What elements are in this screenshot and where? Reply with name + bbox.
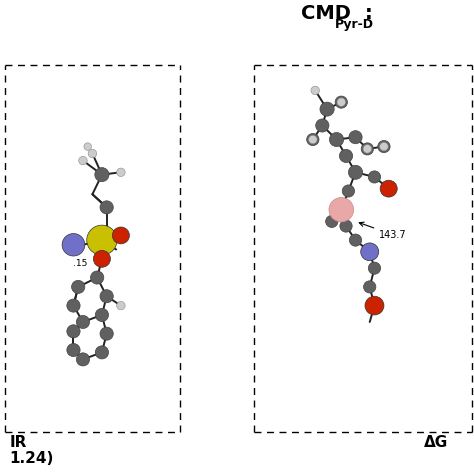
Circle shape bbox=[380, 180, 397, 197]
Text: IR: IR bbox=[9, 435, 27, 450]
Circle shape bbox=[95, 309, 109, 321]
Circle shape bbox=[340, 220, 352, 232]
Text: ΔG: ΔG bbox=[424, 435, 448, 450]
Text: Pyr-D: Pyr-D bbox=[335, 18, 374, 31]
Circle shape bbox=[95, 168, 109, 182]
Text: 143.7: 143.7 bbox=[359, 222, 407, 240]
Circle shape bbox=[93, 250, 110, 267]
Circle shape bbox=[76, 353, 90, 366]
Circle shape bbox=[87, 225, 117, 255]
Circle shape bbox=[117, 301, 125, 310]
Circle shape bbox=[335, 96, 347, 108]
Circle shape bbox=[100, 290, 113, 303]
Circle shape bbox=[342, 185, 355, 197]
Circle shape bbox=[320, 102, 334, 116]
Circle shape bbox=[349, 234, 362, 246]
Circle shape bbox=[84, 143, 91, 150]
Circle shape bbox=[88, 149, 97, 158]
Circle shape bbox=[368, 262, 381, 274]
Circle shape bbox=[117, 168, 125, 176]
Circle shape bbox=[361, 143, 374, 155]
Circle shape bbox=[364, 281, 376, 293]
Circle shape bbox=[307, 134, 319, 146]
Circle shape bbox=[368, 171, 381, 183]
Circle shape bbox=[67, 344, 80, 356]
Circle shape bbox=[112, 227, 129, 244]
Circle shape bbox=[79, 156, 87, 165]
Circle shape bbox=[348, 165, 363, 179]
Circle shape bbox=[311, 86, 319, 95]
Circle shape bbox=[326, 215, 338, 228]
Circle shape bbox=[309, 136, 317, 144]
Circle shape bbox=[329, 198, 354, 222]
Circle shape bbox=[380, 142, 388, 151]
Circle shape bbox=[316, 119, 329, 132]
Circle shape bbox=[67, 325, 80, 338]
Circle shape bbox=[76, 315, 90, 328]
Circle shape bbox=[329, 133, 344, 146]
Circle shape bbox=[337, 98, 346, 106]
Circle shape bbox=[100, 327, 113, 340]
Circle shape bbox=[72, 280, 85, 293]
Circle shape bbox=[365, 296, 384, 315]
Circle shape bbox=[378, 140, 390, 153]
Circle shape bbox=[361, 243, 379, 261]
Circle shape bbox=[100, 201, 113, 214]
Circle shape bbox=[62, 234, 85, 256]
Text: 1.24): 1.24) bbox=[9, 451, 54, 465]
Text: :: : bbox=[365, 4, 373, 23]
Circle shape bbox=[339, 149, 353, 163]
Text: CMD: CMD bbox=[301, 4, 351, 23]
Text: .15: .15 bbox=[73, 259, 88, 268]
Circle shape bbox=[91, 271, 104, 284]
Circle shape bbox=[363, 145, 372, 153]
Circle shape bbox=[95, 346, 109, 359]
Circle shape bbox=[349, 131, 362, 144]
Circle shape bbox=[67, 299, 80, 312]
